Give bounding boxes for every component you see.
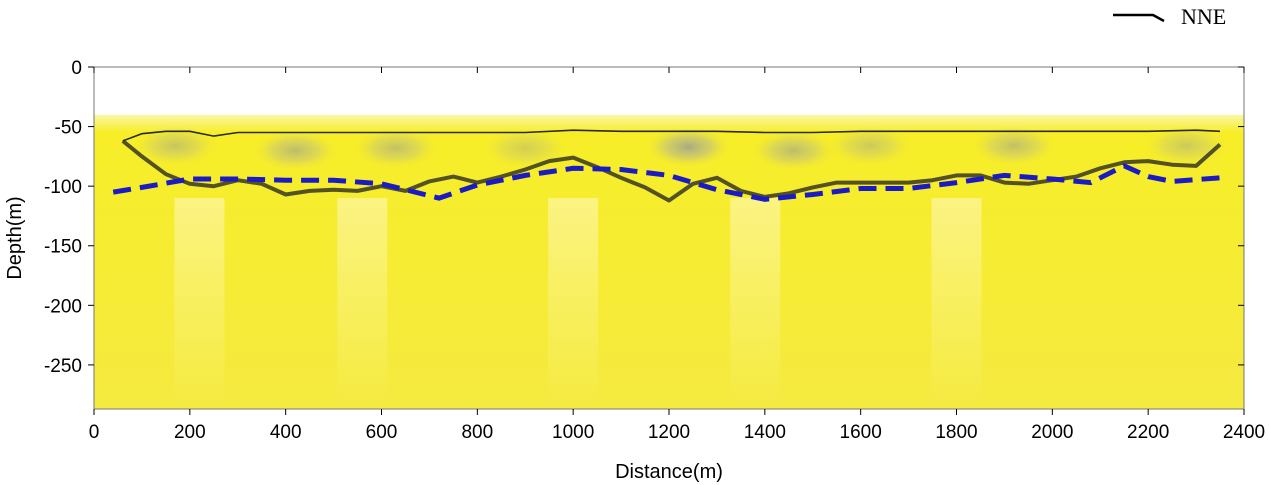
light-streak bbox=[337, 198, 388, 409]
anomaly-blob bbox=[133, 125, 218, 166]
anomaly-blob bbox=[972, 125, 1056, 166]
lower-contour-line bbox=[121, 139, 1222, 203]
x-tick-label: 0 bbox=[89, 422, 100, 443]
x-tick-label: 200 bbox=[174, 422, 206, 443]
anomaly-blob bbox=[828, 125, 913, 166]
light-streak bbox=[174, 198, 225, 409]
x-tick-label: 800 bbox=[461, 422, 493, 443]
x-tick-label: 1200 bbox=[648, 422, 690, 443]
light-streak bbox=[548, 198, 599, 409]
y-axis-title: Depth(m) bbox=[4, 196, 26, 279]
y-tick-label: -250 bbox=[44, 356, 82, 377]
light-streak bbox=[730, 198, 781, 409]
anomaly-blob bbox=[353, 128, 438, 169]
plot-content bbox=[94, 114, 1244, 409]
x-tick-label: 400 bbox=[270, 422, 302, 443]
y-tick-label: -50 bbox=[55, 118, 82, 139]
light-streaks bbox=[174, 198, 982, 409]
direction-label: NNE bbox=[1181, 4, 1226, 29]
x-tick-label: 2400 bbox=[1223, 422, 1265, 443]
anomaly-blob bbox=[751, 130, 836, 171]
anomaly-blob bbox=[646, 126, 731, 167]
anomaly-blob bbox=[253, 130, 338, 171]
upper-contour-line bbox=[122, 129, 1221, 142]
x-axis: 0 200 400 600 800 1000 1200 1400 1600 1800 2000 220… bbox=[89, 67, 1265, 443]
anomaly-blob bbox=[483, 128, 568, 169]
low-value-anomalies bbox=[133, 125, 1229, 171]
direction-indicator: NNE bbox=[1113, 4, 1226, 29]
x-tick-label: 2200 bbox=[1127, 422, 1169, 443]
y-axis: 0 -50 -100 -150 -200 -250 bbox=[44, 58, 1244, 377]
interpreted-boundary-line bbox=[112, 163, 1221, 202]
y-tick-label: -200 bbox=[44, 296, 82, 317]
y-tick-label: -150 bbox=[44, 237, 82, 258]
x-tick-label: 1000 bbox=[552, 422, 594, 443]
x-tick-label: 1800 bbox=[935, 422, 977, 443]
x-tick-label: 600 bbox=[366, 422, 398, 443]
x-axis-title: Distance(m) bbox=[615, 461, 723, 483]
x-tick-label: 1600 bbox=[840, 422, 882, 443]
y-tick-label: -100 bbox=[44, 177, 82, 198]
y-tick-label: 0 bbox=[71, 58, 82, 79]
direction-arrow-icon bbox=[1113, 13, 1165, 23]
x-tick-label: 1400 bbox=[744, 422, 786, 443]
light-streak bbox=[931, 198, 982, 409]
x-tick-label: 2000 bbox=[1031, 422, 1073, 443]
